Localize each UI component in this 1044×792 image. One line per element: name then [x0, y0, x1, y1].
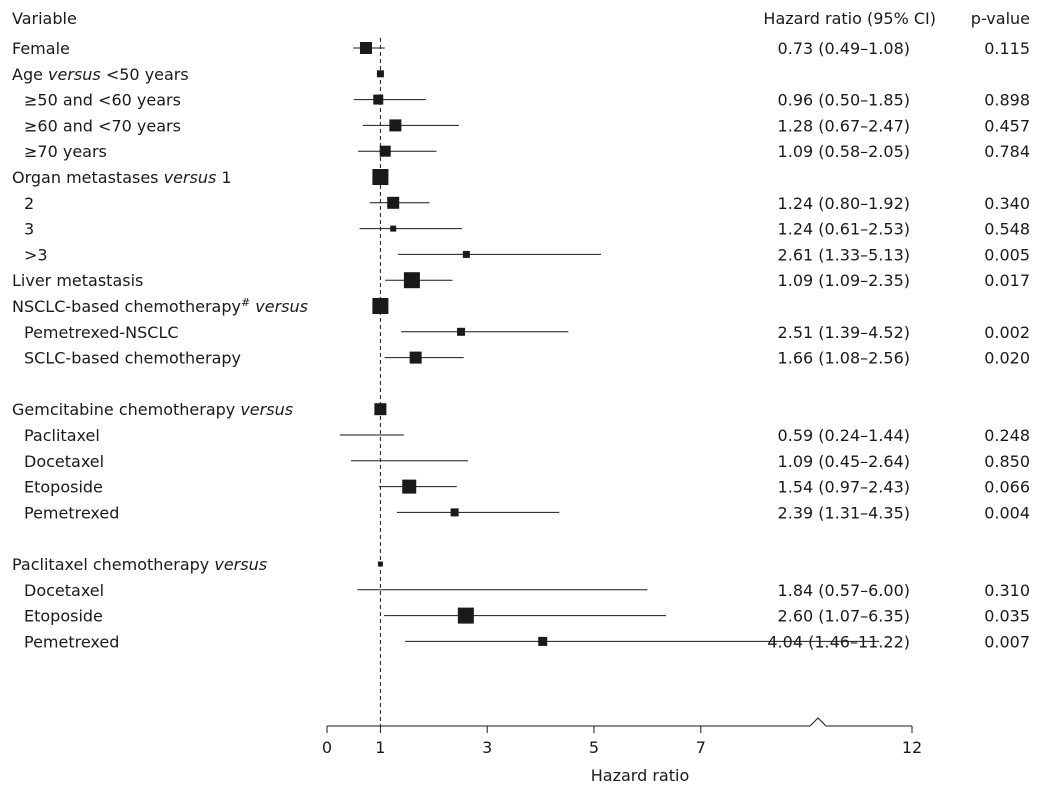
- row-label: ≥70 years: [24, 142, 107, 161]
- row-label: Pemetrexed: [24, 503, 119, 522]
- row-label: 2: [24, 194, 34, 213]
- p-value-label: 0.002: [984, 323, 1030, 342]
- p-value-label: 0.310: [984, 581, 1030, 600]
- x-axis-label: Hazard ratio: [591, 766, 689, 785]
- row-label: NSCLC-based chemotherapy# versus: [12, 296, 308, 316]
- p-value-label: 0.340: [984, 194, 1030, 213]
- hazard-ratio-ci-label: 1.54 (0.97–2.43): [778, 478, 910, 497]
- point-estimate-marker: [387, 196, 400, 209]
- p-value-label: 0.004: [984, 503, 1030, 522]
- point-estimate-marker: [402, 479, 417, 494]
- x-tick-label: 5: [589, 738, 599, 757]
- point-estimate-marker: [462, 250, 470, 258]
- forest-rows: Female 0.73 (0.49–1.08) 0.115 Age versus <5…: [12, 39, 1030, 651]
- hazard-ratio-ci-label: 0.96 (0.50–1.85): [778, 91, 910, 110]
- hazard-ratio-ci-label: 1.09 (1.09–2.35): [778, 271, 910, 290]
- point-estimate-marker: [379, 145, 391, 157]
- row-label: Etoposide: [24, 478, 103, 497]
- hazard-ratio-ci-label: 1.28 (0.67–2.47): [778, 116, 910, 135]
- hazard-ratio-ci-label: 2.51 (1.39–4.52): [778, 323, 910, 342]
- hazard-ratio-ci-label: 1.09 (0.45–2.64): [778, 452, 910, 471]
- hazard-ratio-ci-label: 2.61 (1.33–5.13): [778, 245, 910, 264]
- p-value-label: 0.115: [984, 39, 1030, 58]
- p-value-label: 0.007: [984, 632, 1030, 651]
- p-value-label: 0.035: [984, 607, 1030, 626]
- row-label: 3: [24, 220, 34, 239]
- p-value-label: 0.066: [984, 478, 1030, 497]
- row-label: Paclitaxel chemotherapy versus: [12, 555, 267, 574]
- hazard-ratio-ci-label: 2.39 (1.31–4.35): [778, 503, 910, 522]
- hazard-ratio-ci-label: 2.60 (1.07–6.35): [778, 607, 910, 626]
- row-label: Paclitaxel: [24, 426, 100, 445]
- p-value-label: 0.784: [984, 142, 1030, 161]
- row-label: Female: [12, 39, 70, 58]
- p-value-label: 0.850: [984, 452, 1030, 471]
- hazard-ratio-ci-label: 1.09 (0.58–2.05): [778, 142, 910, 161]
- point-estimate-marker: [538, 636, 548, 646]
- x-tick-label: 7: [696, 738, 706, 757]
- row-label: Gemcitabine chemotherapy versus: [12, 400, 293, 419]
- point-estimate-marker: [450, 508, 459, 517]
- header-p-value: p-value: [971, 9, 1030, 28]
- row-label: ≥50 and <60 years: [24, 91, 181, 110]
- point-estimate-marker: [409, 351, 422, 364]
- p-value-label: 0.017: [984, 271, 1030, 290]
- hazard-ratio-ci-label: 1.24 (0.80–1.92): [778, 194, 910, 213]
- row-label: Age versus <50 years: [12, 65, 189, 84]
- x-tick-label: 1: [375, 738, 385, 757]
- point-estimate-marker: [373, 94, 384, 105]
- hazard-ratio-ci-label: 1.24 (0.61–2.53): [778, 220, 910, 239]
- point-estimate-marker: [457, 327, 466, 336]
- point-estimate-marker: [403, 272, 420, 289]
- x-tick-label: 0: [322, 738, 332, 757]
- x-tick-label: 3: [482, 738, 492, 757]
- point-estimate-marker: [372, 169, 389, 185]
- p-value-label: 0.457: [984, 116, 1030, 135]
- row-label: SCLC-based chemotherapy: [24, 349, 241, 368]
- header-variable: Variable: [12, 9, 77, 28]
- axis-line: [327, 717, 912, 727]
- point-estimate-marker: [390, 225, 397, 232]
- p-value-label: 0.005: [984, 245, 1030, 264]
- p-value-label: 0.548: [984, 220, 1030, 239]
- row-label: >3: [24, 245, 48, 264]
- row-label: Organ metastases versus 1: [12, 168, 232, 187]
- hazard-ratio-ci-label: 1.66 (1.08–2.56): [778, 349, 910, 368]
- p-value-label: 0.020: [984, 349, 1030, 368]
- point-estimate-marker: [457, 607, 474, 624]
- x-tick-label: 12: [902, 738, 922, 757]
- point-estimate-marker: [359, 42, 372, 54]
- p-value-label: 0.898: [984, 91, 1030, 110]
- row-label: Etoposide: [24, 607, 103, 626]
- row-label: Liver metastasis: [12, 271, 143, 290]
- row-label: Pemetrexed: [24, 632, 119, 651]
- row-label: Pemetrexed-NSCLC: [24, 323, 179, 342]
- row-label: Docetaxel: [24, 581, 104, 600]
- point-estimate-marker: [389, 119, 402, 132]
- row-label: Docetaxel: [24, 452, 104, 471]
- p-value-label: 0.248: [984, 426, 1030, 445]
- hazard-ratio-ci-label: 0.73 (0.49–1.08): [778, 39, 910, 58]
- row-label: ≥60 and <70 years: [24, 116, 181, 135]
- hazard-ratio-ci-label: 1.84 (0.57–6.00): [778, 581, 910, 600]
- header-hazard-ratio: Hazard ratio (95% CI): [763, 9, 936, 28]
- x-axis: 0 1 3 5 7 12: [322, 38, 922, 757]
- hazard-ratio-ci-label: 0.59 (0.24–1.44): [778, 426, 910, 445]
